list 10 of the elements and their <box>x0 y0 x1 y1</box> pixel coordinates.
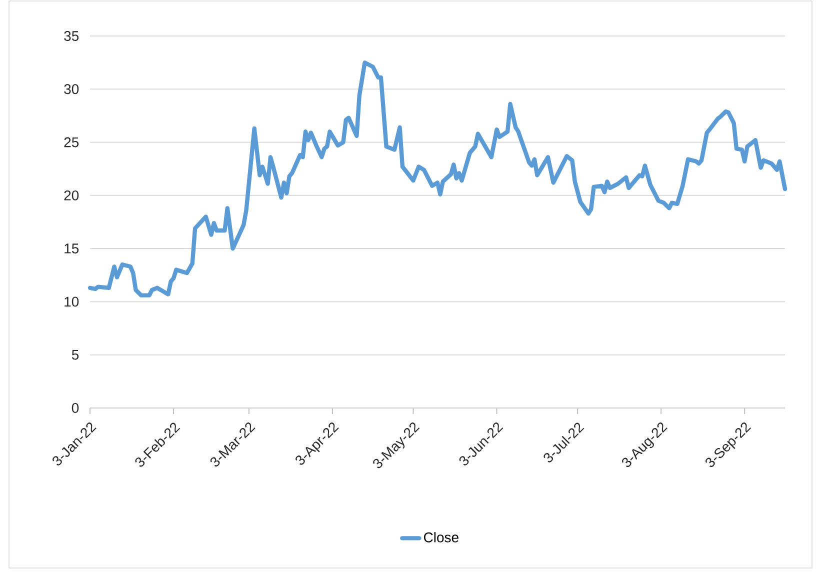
y-tick-label: 15 <box>64 244 79 254</box>
y-tick-label: 5 <box>72 350 79 360</box>
line-series <box>88 60 788 298</box>
y-tick-label: 30 <box>64 84 79 94</box>
y-tick-label: 10 <box>64 296 79 307</box>
legend-label: Close <box>424 532 458 542</box>
y-tick-label: 35 <box>64 31 79 41</box>
y-tick-label: 0 <box>72 403 79 413</box>
y-tick-label: 25 <box>64 137 79 148</box>
y-tick-label: 20 <box>64 190 79 200</box>
